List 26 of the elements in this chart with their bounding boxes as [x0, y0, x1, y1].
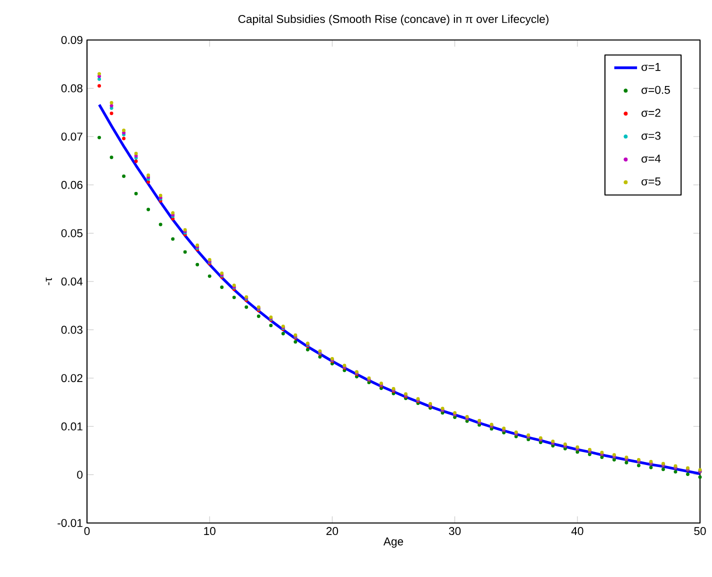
y-tick-label: 0.08	[61, 84, 82, 92]
x-tick-label: 40	[571, 527, 584, 536]
legend-label: σ=5	[642, 178, 660, 186]
y-tick-label: 0.03	[61, 326, 82, 334]
y-tick-label: 0.09	[61, 36, 82, 44]
chart-title: Capital Subsidies (Smooth Rise (concave) in π over Lifecycle)	[238, 14, 548, 26]
x-tick-label: 0	[84, 527, 90, 536]
y-tick-label: 0.04	[61, 277, 83, 286]
y-tick-label: -0.01	[58, 518, 82, 528]
legend-label: σ=2	[642, 108, 660, 117]
legend-label: σ=1	[642, 63, 660, 71]
y-tick-label: 0	[77, 470, 83, 479]
x-tick-label: 30	[448, 527, 461, 536]
y-tick-label: 0.01	[61, 422, 82, 430]
y-tick-label: 0.02	[61, 374, 82, 382]
y-tick-label: 0.07	[61, 132, 82, 141]
legend-label: σ=4	[642, 154, 661, 163]
x-tick-label: 20	[326, 527, 338, 536]
x-tick-label: 50	[694, 527, 706, 536]
y-tick-label: 0.05	[61, 229, 82, 238]
y-axis-title: -τ	[46, 277, 52, 286]
legend-label: σ=0.5	[642, 86, 670, 94]
legend-label: σ=3	[642, 132, 660, 140]
x-axis-title: Age	[383, 538, 404, 548]
y-tick-label: 0.06	[61, 180, 82, 189]
x-tick-label: 10	[204, 527, 216, 536]
